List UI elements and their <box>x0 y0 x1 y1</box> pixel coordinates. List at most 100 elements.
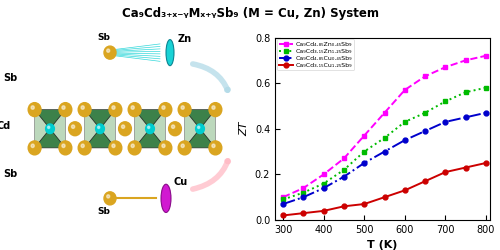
Ca₉Cd₃.₁₅Zn₁.₂₅Sb₉ <box>280 198 286 201</box>
Circle shape <box>162 144 165 148</box>
Circle shape <box>106 195 110 198</box>
Ca₉Cd₃.₁₅Zn₁.₂₅Sb₉ <box>382 136 388 140</box>
Ca₉Cd₄.₈₅Cu₀.₄₅Sb₉ <box>300 196 306 199</box>
Circle shape <box>181 106 184 109</box>
Text: Ca₉Cd₃₊ₓ₋ᵧMₓ₊ᵧSb₉ (M = Cu, Zn) System: Ca₉Cd₃₊ₓ₋ᵧMₓ₊ᵧSb₉ (M = Cu, Zn) System <box>122 8 378 20</box>
Ca₉Cd₄.₈₅Cu₀.₄₅Sb₉ <box>422 130 428 132</box>
Ca₉Cd₄.₈₅Zn₀.₄₅Sb₉ <box>320 173 326 176</box>
Ca₉Cd₄.₈₅Zn₀.₄₅Sb₉ <box>361 134 367 137</box>
Circle shape <box>209 103 222 117</box>
Circle shape <box>198 126 200 128</box>
X-axis label: T (K): T (K) <box>368 240 398 250</box>
Circle shape <box>128 141 141 155</box>
Line: Ca₉Cd₄.₈₅Zn₀.₄₅Sb₉: Ca₉Cd₄.₈₅Zn₀.₄₅Sb₉ <box>280 53 488 200</box>
Ca₉Cd₃.₁₅Cu₁.₂₅Sb₉ <box>300 212 306 215</box>
Ca₉Cd₄.₈₅Cu₀.₄₅Sb₉ <box>341 175 347 178</box>
Ca₉Cd₄.₈₅Zn₀.₄₅Sb₉ <box>442 66 448 69</box>
Circle shape <box>62 106 65 109</box>
Circle shape <box>146 124 154 134</box>
Y-axis label: ZT: ZT <box>239 122 249 136</box>
Ca₉Cd₄.₈₅Zn₀.₄₅Sb₉ <box>280 196 286 199</box>
Circle shape <box>81 106 84 109</box>
Circle shape <box>118 122 132 136</box>
Ca₉Cd₄.₈₅Zn₀.₄₅Sb₉ <box>422 75 428 78</box>
Text: Cu: Cu <box>174 177 188 187</box>
Circle shape <box>131 144 134 148</box>
Ca₉Cd₃.₁₅Zn₁.₂₅Sb₉ <box>422 111 428 114</box>
Polygon shape <box>34 129 66 148</box>
Polygon shape <box>84 110 116 129</box>
Ca₉Cd₄.₈₅Cu₀.₄₅Sb₉ <box>402 139 408 142</box>
Ellipse shape <box>166 40 174 66</box>
Text: Sb: Sb <box>3 73 17 83</box>
Line: Ca₉Cd₄.₈₅Cu₀.₄₅Sb₉: Ca₉Cd₄.₈₅Cu₀.₄₅Sb₉ <box>280 110 488 206</box>
Ca₉Cd₃.₁₅Zn₁.₂₅Sb₉ <box>320 182 326 185</box>
Polygon shape <box>150 110 166 148</box>
Ca₉Cd₄.₈₅Cu₀.₄₅Sb₉ <box>442 120 448 124</box>
Ca₉Cd₃.₁₅Zn₁.₂₅Sb₉ <box>300 191 306 194</box>
Ca₉Cd₃.₁₅Cu₁.₂₅Sb₉ <box>422 180 428 183</box>
Polygon shape <box>134 110 166 129</box>
Polygon shape <box>34 110 66 129</box>
Circle shape <box>31 106 34 109</box>
Ca₉Cd₃.₁₅Cu₁.₂₅Sb₉ <box>341 205 347 208</box>
Line: Ca₉Cd₃.₁₅Zn₁.₂₅Sb₉: Ca₉Cd₃.₁₅Zn₁.₂₅Sb₉ <box>280 85 488 202</box>
Ca₉Cd₄.₈₅Zn₀.₄₅Sb₉ <box>382 111 388 114</box>
Ca₉Cd₄.₈₅Cu₀.₄₅Sb₉ <box>361 162 367 164</box>
Circle shape <box>209 141 222 155</box>
Circle shape <box>159 103 172 117</box>
Ca₉Cd₃.₁₅Cu₁.₂₅Sb₉ <box>462 166 468 169</box>
Circle shape <box>128 103 141 117</box>
Ca₉Cd₃.₁₅Cu₁.₂₅Sb₉ <box>483 162 489 164</box>
Circle shape <box>48 126 50 128</box>
Text: Sb: Sb <box>98 32 110 42</box>
Ca₉Cd₄.₈₅Cu₀.₄₅Sb₉ <box>320 186 326 190</box>
Circle shape <box>112 106 115 109</box>
Circle shape <box>212 144 215 148</box>
Ca₉Cd₄.₈₅Cu₀.₄₅Sb₉ <box>462 116 468 119</box>
Circle shape <box>131 106 134 109</box>
Polygon shape <box>184 110 200 148</box>
FancyArrowPatch shape <box>192 161 228 189</box>
Circle shape <box>162 106 165 109</box>
Legend: Ca₉Cd₄.₈₅Zn₀.₄₅Sb₉, Ca₉Cd₃.₁₅Zn₁.₂₅Sb₉, Ca₉Cd₄.₈₅Cu₀.₄₅Sb₉, Ca₉Cd₃.₁₅Cu₁.₂₅Sb₉: Ca₉Cd₄.₈₅Zn₀.₄₅Sb₉, Ca₉Cd₃.₁₅Zn₁.₂₅Sb₉, … <box>277 39 354 70</box>
Ca₉Cd₃.₁₅Cu₁.₂₅Sb₉ <box>280 214 286 217</box>
Circle shape <box>122 125 124 128</box>
Circle shape <box>148 126 150 128</box>
Ca₉Cd₃.₁₅Zn₁.₂₅Sb₉ <box>361 150 367 153</box>
Ca₉Cd₄.₈₅Zn₀.₄₅Sb₉ <box>483 54 489 57</box>
Polygon shape <box>200 110 216 148</box>
Ca₉Cd₃.₁₅Cu₁.₂₅Sb₉ <box>442 170 448 173</box>
Circle shape <box>178 141 191 155</box>
Circle shape <box>81 144 84 148</box>
Circle shape <box>46 124 54 134</box>
Circle shape <box>62 144 65 148</box>
Circle shape <box>104 192 116 205</box>
Ca₉Cd₄.₈₅Cu₀.₄₅Sb₉ <box>382 150 388 153</box>
Ca₉Cd₃.₁₅Zn₁.₂₅Sb₉ <box>341 168 347 171</box>
Circle shape <box>109 103 122 117</box>
Circle shape <box>196 124 204 134</box>
Ca₉Cd₃.₁₅Zn₁.₂₅Sb₉ <box>402 120 408 124</box>
Circle shape <box>159 141 172 155</box>
FancyArrowPatch shape <box>192 64 228 90</box>
Line: Ca₉Cd₃.₁₅Cu₁.₂₅Sb₉: Ca₉Cd₃.₁₅Cu₁.₂₅Sb₉ <box>280 160 488 218</box>
Circle shape <box>109 141 122 155</box>
Polygon shape <box>84 129 116 148</box>
Ca₉Cd₄.₈₅Zn₀.₄₅Sb₉ <box>300 186 306 190</box>
Circle shape <box>78 141 91 155</box>
Polygon shape <box>184 110 216 129</box>
Ca₉Cd₄.₈₅Zn₀.₄₅Sb₉ <box>402 88 408 92</box>
Circle shape <box>68 122 82 136</box>
Circle shape <box>181 144 184 148</box>
Ca₉Cd₃.₁₅Cu₁.₂₅Sb₉ <box>361 202 367 205</box>
Polygon shape <box>134 110 150 148</box>
Circle shape <box>172 125 174 128</box>
Circle shape <box>106 49 110 52</box>
Circle shape <box>31 144 34 148</box>
Circle shape <box>98 126 100 128</box>
Circle shape <box>59 141 72 155</box>
Text: Sb: Sb <box>98 206 110 216</box>
Circle shape <box>212 106 215 109</box>
Ca₉Cd₃.₁₅Zn₁.₂₅Sb₉ <box>442 100 448 103</box>
